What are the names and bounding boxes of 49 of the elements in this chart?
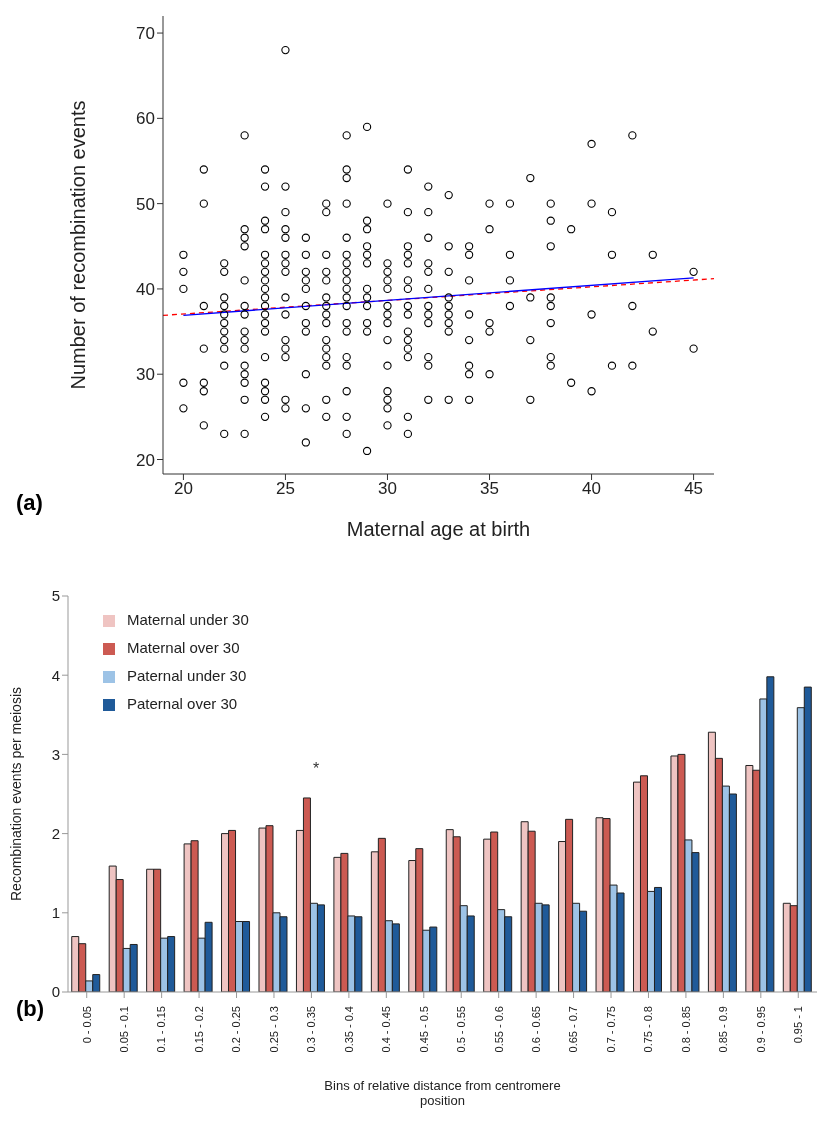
legend-label: Maternal over 30 (127, 639, 240, 656)
x-tick-label: 0.1 - 0.15 (155, 1006, 168, 1053)
x-tick-label: 0.65 - 0.7 (567, 1006, 580, 1053)
y-tick-label: 5 (51, 587, 60, 605)
x-tick-label: 0.2 - 0.25 (230, 1006, 243, 1053)
y-tick-label: 60 (136, 109, 155, 129)
x-tick-label: 0.85 - 0.9 (717, 1006, 730, 1053)
x-tick-label: 0.45 - 0.5 (417, 1006, 430, 1053)
y-tick-label: 50 (136, 194, 155, 214)
x-tick-label: 0.8 - 0.85 (679, 1006, 692, 1053)
legend-label: Maternal under 30 (127, 611, 249, 628)
y-tick-label: 30 (136, 365, 155, 385)
x-tick-label: 35 (480, 479, 499, 499)
x-tick-label: 0.05 - 0.1 (118, 1006, 131, 1053)
x-tick-label: 0.75 - 0.8 (642, 1006, 655, 1053)
y-tick-label: 70 (136, 24, 155, 44)
y-tick-label: 4 (51, 666, 60, 684)
text: (b) (16, 996, 45, 1022)
y-tick-label: 20 (136, 450, 155, 470)
x-tick-label: 0.9 - 0.95 (754, 1006, 767, 1053)
x-tick-label: 0.55 - 0.6 (492, 1006, 505, 1053)
x-axis-title: Maternal age at birth (346, 518, 531, 540)
x-tick-label: 0.25 - 0.3 (267, 1006, 280, 1053)
x-tick-label: 45 (684, 479, 704, 499)
y-tick-label: 40 (136, 279, 155, 299)
x-tick-label: 25 (275, 479, 295, 499)
legend-label: Paternal over 30 (127, 695, 238, 712)
x-tick-label: 0.35 - 0.4 (342, 1006, 355, 1053)
x-tick-label: 0 - 0.05 (80, 1006, 93, 1044)
x-tick-label: 0.7 - 0.75 (604, 1006, 617, 1053)
x-tick-label: 40 (582, 479, 602, 499)
x-tick-label: 0.95 - 1 (792, 1006, 805, 1044)
x-tick-label: 0.5 - 0.55 (455, 1006, 468, 1053)
x-tick-label: 0.6 - 0.65 (529, 1006, 542, 1053)
x-tick-label: 0.3 - 0.35 (305, 1006, 318, 1053)
y-tick-label: 1 (51, 904, 60, 922)
y-tick-label: 0 (51, 983, 60, 1001)
x-axis-title: Bins of relative distance from centromere position (323, 1078, 562, 1108)
y-axis-title: Recombination events per meiosis (7, 687, 24, 901)
annotation: * (313, 760, 320, 778)
legend-label: Paternal under 30 (127, 667, 247, 684)
x-tick-label: 20 (173, 479, 193, 499)
text: (a) (16, 490, 43, 516)
x-tick-label: 0.4 - 0.45 (380, 1006, 393, 1053)
x-tick-label: 30 (378, 479, 397, 499)
y-tick-label: 2 (51, 824, 60, 842)
y-tick-label: 3 (51, 745, 60, 763)
x-tick-label: 0.15 - 0.2 (192, 1006, 205, 1053)
y-axis-title: Number of recombination events (67, 100, 90, 390)
